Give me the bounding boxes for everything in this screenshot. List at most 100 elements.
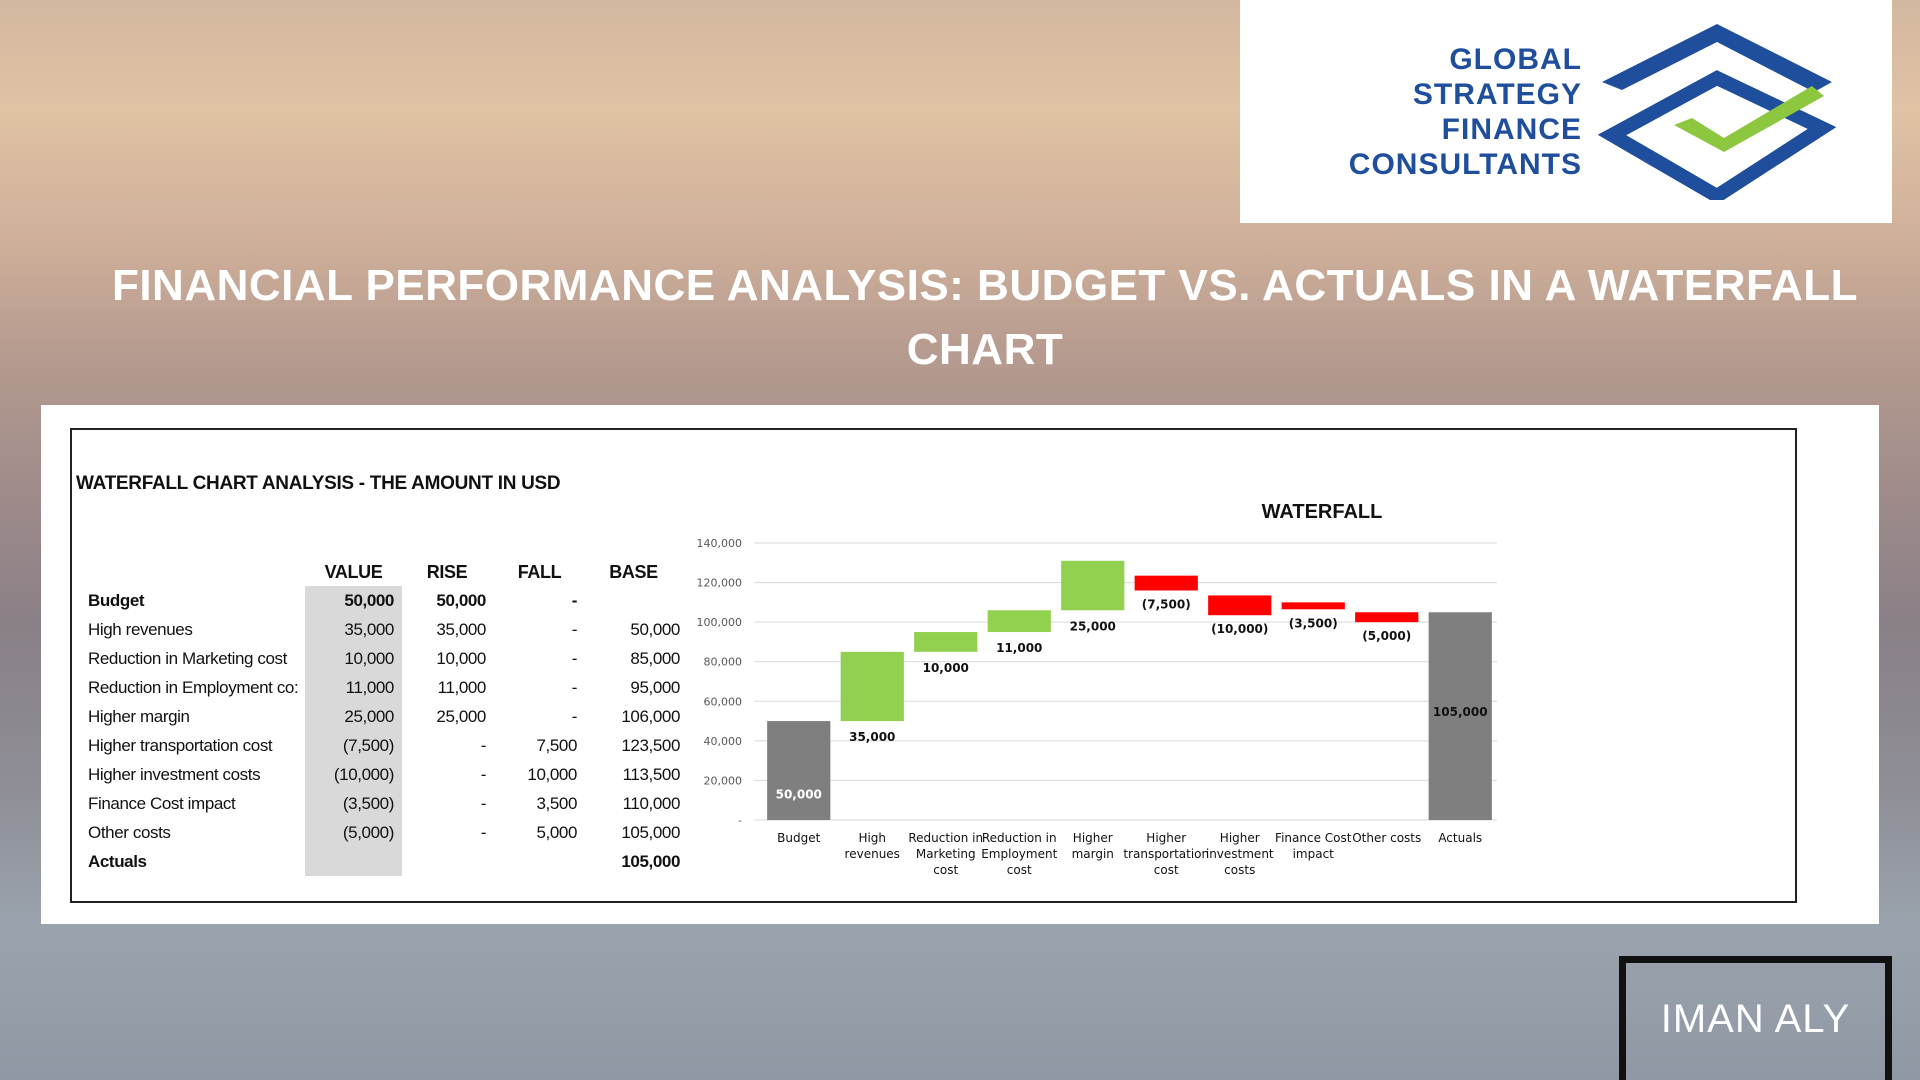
cell-base: 105,000 (621, 822, 680, 842)
bar-3 (914, 632, 978, 652)
cell-base: 123,500 (621, 735, 680, 755)
x-tick-label-line: Higher (1146, 831, 1186, 845)
waterfall-chart: - 20,000 40,000 60,000 80,000 100,000 120,000 1… (697, 537, 1497, 877)
cell-fall: - (571, 590, 578, 610)
cell-base: 95,000 (630, 677, 680, 697)
table-row: Actuals 105,000 (84, 847, 680, 876)
x-tick-label-line: cost (1154, 863, 1179, 877)
cell-value: (7,500) (305, 731, 402, 760)
chart-title: WATERFALL (1261, 501, 1383, 523)
x-tick-label-line: High (858, 831, 886, 845)
cell-label: High revenues (88, 619, 193, 639)
cell-value: (10,000) (305, 760, 402, 789)
data-label: (10,000) (1211, 622, 1268, 636)
x-tick-label: Higher margin (1072, 831, 1114, 861)
y-tick-label: 120,000 (697, 577, 743, 590)
table-row: Budget 50,000 50,000 - (84, 586, 680, 615)
bar-4 (987, 610, 1051, 633)
table-row: Finance Cost impact (3,500) - 3,500 110,000 (84, 789, 680, 818)
analysis-frame: WATERFALL CHART ANALYSIS - THE AMOUNT IN… (70, 428, 1797, 903)
x-tick-label-line: Reduction in (982, 831, 1057, 845)
data-label: 10,000 (923, 661, 969, 675)
cell-base: 105,000 (621, 851, 680, 871)
logo-line-2: STRATEGY (1412, 78, 1582, 111)
x-tick-label-line: cost (933, 863, 958, 877)
x-tick-label: Other costs (1352, 831, 1421, 845)
y-tick-label: 100,000 (697, 616, 743, 629)
header-value: VALUE (324, 561, 383, 582)
data-label: (3,500) (1289, 616, 1338, 630)
cell-value: 10,000 (305, 644, 402, 673)
waterfall-table: VALUE RISE FALL BASE Budget 50,000 50,000 -… (84, 558, 680, 876)
y-tick-label: 60,000 (704, 695, 743, 708)
data-label: 50,000 (776, 788, 822, 802)
x-tick-label-line: cost (1007, 863, 1032, 877)
logo-line-1: GLOBAL (1449, 43, 1582, 76)
bar-5 (1061, 560, 1125, 611)
cell-rise: - (480, 793, 487, 813)
x-tick-label: Higher transportation cost (1123, 831, 1209, 877)
x-tick-label-line: transportation (1123, 847, 1209, 861)
x-tick-label-line: Reduction in (908, 831, 983, 845)
cell-value: 35,000 (305, 615, 402, 644)
cell-label: Higher margin (88, 706, 190, 726)
cell-base: 50,000 (630, 619, 680, 639)
header-rise: RISE (426, 561, 468, 582)
x-tick-label-line: investment (1206, 847, 1274, 861)
bar-7 (1208, 595, 1272, 616)
bar-2 (840, 651, 904, 722)
table-row: High revenues 35,000 35,000 - 50,000 (84, 615, 680, 644)
cell-label: Other costs (88, 822, 171, 842)
x-tick-label-line: Employment (981, 847, 1057, 861)
x-tick-label-line: margin (1072, 847, 1114, 861)
cell-label: Actuals (88, 851, 147, 871)
cell-rise: 10,000 (436, 648, 486, 668)
cell-rise: 11,000 (437, 677, 487, 697)
data-label: (7,500) (1142, 597, 1191, 611)
cell-rise: - (480, 764, 487, 784)
x-tick-label-line: Finance Cost (1275, 831, 1352, 845)
data-label: (5,000) (1362, 629, 1411, 643)
cell-value (305, 847, 402, 876)
author-box: IMAN ALY (1619, 956, 1892, 1080)
bar-8 (1281, 602, 1345, 610)
cell-fall: 3,500 (536, 793, 577, 813)
cell-label: Reduction in Marketing cost (88, 648, 287, 668)
cell-fall: 7,500 (536, 735, 577, 755)
x-tick-label: Finance Cost impact (1275, 831, 1352, 861)
x-tick-label-line: Other costs (1352, 831, 1421, 845)
cell-label: Higher investment costs (88, 764, 261, 784)
x-tick-label: Reduction in Employment cost (981, 831, 1057, 877)
table-row: Reduction in Employment co: 11,000 11,000 -… (84, 673, 680, 702)
cell-label: Reduction in Employment co: (88, 677, 299, 697)
y-tick-label: 80,000 (704, 656, 743, 669)
cell-fall: 5,000 (536, 822, 577, 842)
cell-rise: 35,000 (436, 619, 486, 639)
cell-value: 11,000 (305, 673, 402, 702)
table-title: WATERFALL CHART ANALYSIS - THE AMOUNT IN… (76, 473, 561, 494)
cell-fall: - (571, 706, 578, 726)
cell-fall: 10,000 (527, 764, 577, 784)
y-tick-label: 20,000 (704, 774, 743, 787)
logo-line-3: FINANCE (1441, 113, 1582, 146)
data-label: 11,000 (996, 641, 1042, 655)
header-fall: FALL (517, 561, 562, 582)
x-tick-label: High revenues (845, 831, 900, 861)
cell-label: Higher transportation cost (88, 735, 273, 755)
cell-base: 110,000 (622, 793, 681, 813)
logo-panel: GLOBAL STRATEGY FINANCE CONSULTANTS (1240, 0, 1892, 223)
data-label: 105,000 (1433, 705, 1488, 719)
x-tick-label-line: Marketing (916, 847, 976, 861)
logo-diamond-icon (1597, 24, 1837, 200)
bar-10 (1428, 612, 1492, 820)
page-title: FINANCIAL PERFORMANCE ANALYSIS: BUDGET V… (111, 261, 1859, 374)
x-tick-label: Reduction in Marketing cost (908, 831, 983, 877)
cell-rise: 25,000 (436, 706, 486, 726)
cell-value: 25,000 (305, 702, 402, 731)
cell-value: (5,000) (305, 818, 402, 847)
y-tick-label: - (738, 814, 742, 827)
table-row: Reduction in Marketing cost 10,000 10,000 -… (84, 644, 680, 673)
x-tick-label-line: revenues (845, 847, 900, 861)
x-tick-label: Actuals (1438, 831, 1482, 845)
table-row: Higher transportation cost (7,500) - 7,500 1… (84, 731, 680, 760)
